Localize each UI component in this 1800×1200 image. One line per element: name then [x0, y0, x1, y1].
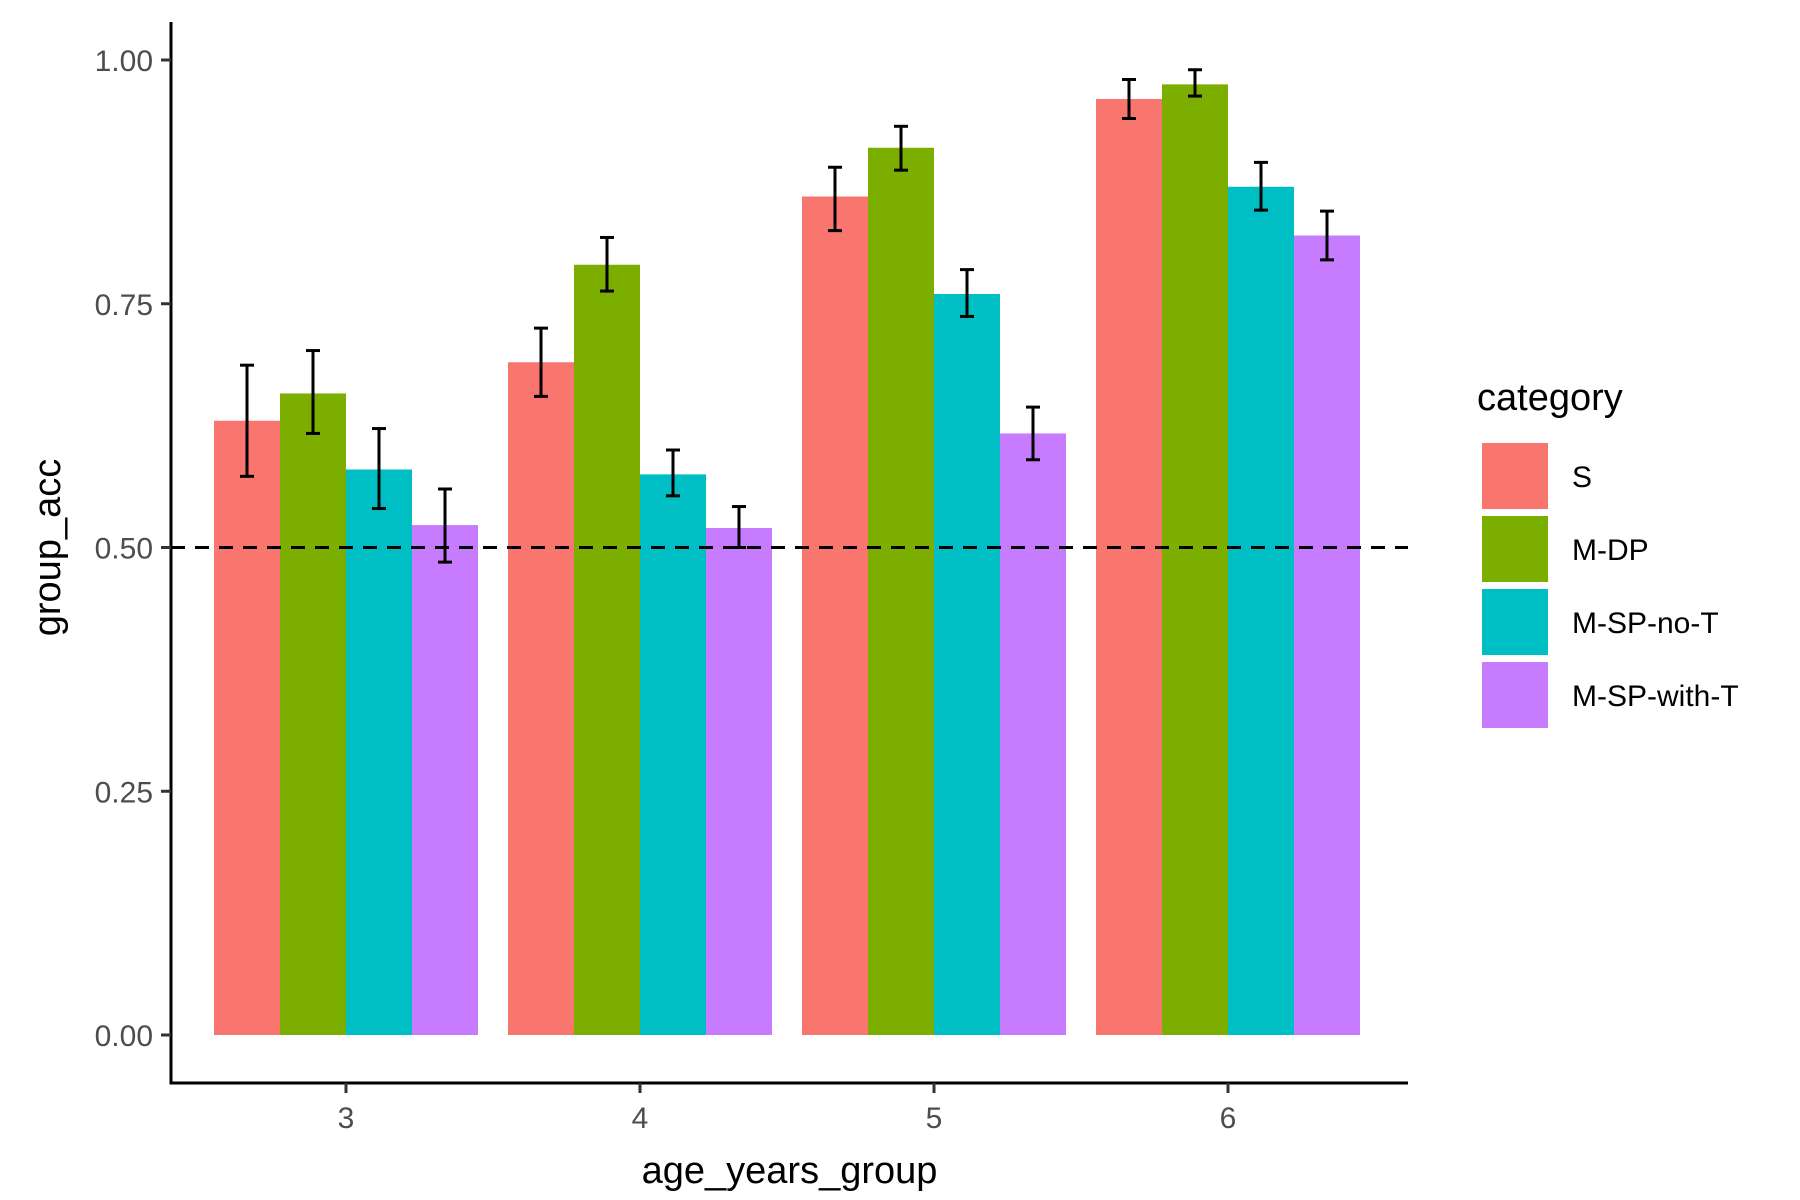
error-bar-M-SP-with-T-age-6 — [1320, 209, 1334, 262]
bars-layer — [214, 84, 1360, 1035]
error-bar-M-SP-with-T-age-3 — [438, 487, 452, 564]
x-tick-label: 4 — [632, 1102, 649, 1135]
bar-M-DP-age-3 — [280, 393, 346, 1035]
legend-label-M-SP-with-T: M-SP-with-T — [1572, 680, 1739, 713]
bar-M-SP-with-T-age-5 — [1000, 433, 1066, 1035]
axes-layer — [169, 22, 1408, 1085]
error-bar-S-age-6 — [1122, 78, 1136, 120]
y-axis-title: group_acc — [27, 459, 69, 636]
bar-M-SP-with-T-age-3 — [412, 525, 478, 1035]
legend: category S M-DP M-SP-no-T M-SP-with-T — [1477, 377, 1739, 728]
x-tick-label: 6 — [1220, 1102, 1237, 1135]
y-tick-label: 0.50 — [95, 533, 153, 566]
legend-label-M-SP-no-T: M-SP-no-T — [1572, 607, 1719, 640]
error-bar-M-SP-no-T-age-6 — [1254, 160, 1268, 212]
bar-M-DP-age-5 — [868, 147, 934, 1035]
y-tick-label: 1.00 — [95, 45, 153, 78]
error-bar-S-age-5 — [828, 165, 842, 233]
error-bar-S-age-4 — [534, 326, 548, 398]
error-bar-M-DP-age-5 — [894, 124, 908, 172]
legend-swatch-M-DP — [1482, 516, 1548, 582]
bar-M-DP-age-6 — [1162, 84, 1228, 1035]
y-ticks: 0.00 0.25 0.50 0.75 1.00 — [95, 45, 171, 1053]
error-bar-M-DP-age-6 — [1188, 68, 1202, 98]
legend-label-M-DP: M-DP — [1572, 534, 1649, 567]
legend-swatch-S — [1482, 443, 1548, 509]
legend-swatch-M-SP-no-T — [1482, 589, 1548, 655]
error-bar-M-DP-age-4 — [600, 235, 614, 293]
bar-S-age-3 — [214, 420, 280, 1035]
bar-M-SP-with-T-age-6 — [1294, 235, 1360, 1035]
bar-M-SP-no-T-age-4 — [640, 474, 706, 1035]
bar-M-SP-no-T-age-6 — [1228, 186, 1294, 1035]
bar-S-age-6 — [1096, 99, 1162, 1035]
x-tick-label: 5 — [926, 1102, 943, 1135]
bar-M-SP-with-T-age-4 — [706, 528, 772, 1035]
y-tick-label: 0.00 — [95, 1020, 153, 1053]
x-axis-title: age_years_group — [642, 1150, 938, 1192]
error-bar-M-SP-no-T-age-4 — [666, 448, 680, 498]
bar-M-SP-no-T-age-5 — [934, 294, 1000, 1035]
legend-label-S: S — [1572, 461, 1592, 494]
error-bar-S-age-3 — [240, 363, 254, 478]
y-tick-label: 0.75 — [95, 289, 153, 322]
error-bar-M-DP-age-3 — [306, 349, 320, 435]
x-ticks: 3 4 5 6 — [338, 1083, 1237, 1135]
x-tick-label: 3 — [338, 1102, 355, 1135]
bar-M-SP-no-T-age-3 — [346, 469, 412, 1035]
bar-S-age-5 — [802, 196, 868, 1035]
error-bars-layer — [240, 68, 1334, 564]
legend-title: category — [1477, 377, 1623, 419]
bar-S-age-4 — [508, 362, 574, 1035]
error-bar-M-SP-no-T-age-3 — [372, 427, 386, 510]
bar-M-DP-age-4 — [574, 264, 640, 1035]
error-bar-M-SP-no-T-age-5 — [960, 268, 974, 318]
error-bar-M-SP-with-T-age-5 — [1026, 405, 1040, 462]
y-tick-label: 0.25 — [95, 776, 153, 809]
legend-swatch-M-SP-with-T — [1482, 662, 1548, 728]
